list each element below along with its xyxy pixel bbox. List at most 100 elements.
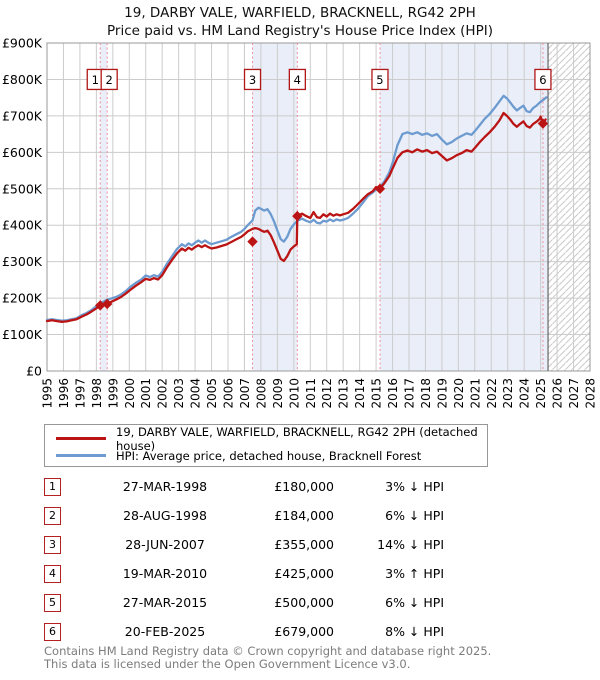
x-axis-label: 2023 xyxy=(501,378,515,409)
x-axis-label: 2004 xyxy=(189,378,203,409)
x-axis-label: 1996 xyxy=(57,378,71,409)
sale-vs-hpi: 6% ↓ HPI xyxy=(385,508,444,523)
sale-marker-diamond xyxy=(374,183,386,194)
hpi-line xyxy=(45,94,548,322)
sale-date: 28-AUG-1998 xyxy=(123,508,207,523)
footer: Contains HM Land Registry data © Crown c… xyxy=(44,645,491,671)
no-data-hatch-region xyxy=(548,43,590,371)
x-axis-label: 1997 xyxy=(73,378,87,409)
sale-number-box-label: 2 xyxy=(106,73,113,87)
sale-vs-hpi: 3% ↓ HPI xyxy=(385,479,444,494)
sale-number-badge: 6 xyxy=(44,622,61,641)
x-axis-label: 2007 xyxy=(238,378,252,409)
sale-number-badge: 2 xyxy=(44,506,61,525)
sale-marker-diamond xyxy=(95,300,106,311)
sale-number-badge: 1 xyxy=(44,477,61,496)
sale-price: £355,000 xyxy=(274,537,334,552)
y-axis-label: £0 xyxy=(26,364,42,379)
sale-number-box xyxy=(371,68,389,91)
legend-row-price: 19, DARBY VALE, WARFIELD, BRACKNELL, RG4… xyxy=(56,425,487,453)
sale-marker-diamond xyxy=(292,210,303,222)
x-axis-label: 2008 xyxy=(254,378,268,409)
title-address: 19, DARBY VALE, WARFIELD, BRACKNELL, RG4… xyxy=(124,5,476,21)
x-axis-label: 2020 xyxy=(452,378,466,409)
sale-number-box xyxy=(288,68,306,91)
sale-number-box-label: 6 xyxy=(539,73,546,87)
ownership-band xyxy=(100,43,108,371)
sale-number-box xyxy=(534,68,552,91)
x-axis-label: 2005 xyxy=(205,378,219,409)
x-axis-label: 2028 xyxy=(584,378,598,409)
price-chart-svg: £0 £100K £200K £300K £400K £500K £600K £700K £80… xyxy=(2,38,598,409)
x-axis-label: 2002 xyxy=(156,378,170,409)
x-axis-label: 2016 xyxy=(386,378,400,409)
x-axis-label: 2017 xyxy=(403,378,417,409)
sale-number-badge: 5 xyxy=(44,593,61,612)
sales-table: 1 27-MAR-1998 £180,000 3% ↓ HPI 2 28-AUG… xyxy=(44,472,444,646)
x-axis-label: 2025 xyxy=(534,378,548,409)
legend-label-hpi: HPI: Average price, detached house, Brac… xyxy=(116,448,422,463)
price-line xyxy=(45,111,547,323)
sale-price: £180,000 xyxy=(274,479,334,494)
x-axis-label: 2013 xyxy=(337,378,351,409)
sale-date: 28-JUN-2007 xyxy=(125,537,205,552)
x-axis-label: 2009 xyxy=(271,378,285,409)
sale-price: £500,000 xyxy=(274,595,334,610)
y-axis-label: £100K xyxy=(2,327,43,342)
sale-price: £425,000 xyxy=(274,566,334,581)
table-row: 6 20-FEB-2025 £679,000 8% ↓ HPI xyxy=(44,617,444,646)
table-row: 3 28-JUN-2007 £355,000 14% ↓ HPI xyxy=(44,530,444,559)
x-axis-label: 1999 xyxy=(106,378,120,409)
y-axis-label: £900K xyxy=(2,38,43,51)
chart-legend: 19, DARBY VALE, WARFIELD, BRACKNELL, RG4… xyxy=(44,424,488,467)
x-axis-label: 2026 xyxy=(551,378,565,409)
y-axis-label: £300K xyxy=(2,254,43,269)
sale-date: 20-FEB-2025 xyxy=(124,624,206,639)
x-axis-label: 2019 xyxy=(435,378,449,409)
x-axis-label: 2024 xyxy=(518,378,532,409)
page-title: 19, DARBY VALE, WARFIELD, BRACKNELL, RG4… xyxy=(0,4,600,40)
sale-number-box-label: 5 xyxy=(376,73,383,87)
x-axis-label: 2010 xyxy=(287,378,301,409)
x-axis-label: 1998 xyxy=(90,378,104,409)
x-axis-label: 2011 xyxy=(304,378,318,409)
x-axis-label: 2022 xyxy=(485,378,499,409)
legend-row-hpi: HPI: Average price, detached house, Brac… xyxy=(56,447,487,464)
hpi-line-swatch xyxy=(56,454,106,457)
table-row: 1 27-MAR-1998 £180,000 3% ↓ HPI xyxy=(44,472,444,501)
sale-number-box xyxy=(100,68,118,91)
x-axis-label: 2014 xyxy=(353,378,367,409)
x-axis-label: 2018 xyxy=(419,378,433,409)
sale-number-box-label: 1 xyxy=(92,73,99,87)
y-axis-label: £500K xyxy=(2,181,43,196)
x-axis-label: 2000 xyxy=(123,378,137,409)
sale-vs-hpi: 14% ↓ HPI xyxy=(377,537,444,552)
sale-number-box xyxy=(243,68,262,91)
sale-date: 19-MAR-2010 xyxy=(122,566,208,581)
sale-number-badge: 3 xyxy=(44,535,61,554)
sale-marker-diamond xyxy=(537,118,549,129)
table-row: 2 28-AUG-1998 £184,000 6% ↓ HPI xyxy=(44,501,444,530)
table-row: 5 27-MAR-2015 £500,000 6% ↓ HPI xyxy=(44,588,444,617)
sale-price: £679,000 xyxy=(274,624,334,639)
x-axis-label: 2001 xyxy=(139,378,153,409)
y-axis-label: £200K xyxy=(2,291,43,306)
sale-date: 27-MAR-1998 xyxy=(122,479,208,494)
sale-vs-hpi: 8% ↓ HPI xyxy=(385,624,444,639)
footer-line-1: Contains HM Land Registry data © Crown c… xyxy=(44,644,492,658)
footer-line-2: This data is licensed under the Open Gov… xyxy=(44,657,411,671)
sale-number-box-label: 3 xyxy=(249,73,256,87)
y-axis-label: £800K xyxy=(2,72,43,87)
y-axis-label: £400K xyxy=(2,218,43,233)
sale-vs-hpi: 3% ↑ HPI xyxy=(385,566,444,581)
sale-price: £184,000 xyxy=(274,508,334,523)
x-axis-label: 1995 xyxy=(41,378,55,409)
legend-label-price: 19, DARBY VALE, WARFIELD, BRACKNELL, RG4… xyxy=(116,424,478,453)
y-axis-label: £600K xyxy=(2,145,43,160)
sale-date: 27-MAR-2015 xyxy=(122,595,208,610)
ownership-band xyxy=(252,43,298,371)
sale-number-badge: 4 xyxy=(44,564,61,583)
x-axis-label: 2027 xyxy=(567,378,581,409)
sale-vs-hpi: 6% ↓ HPI xyxy=(385,595,444,610)
